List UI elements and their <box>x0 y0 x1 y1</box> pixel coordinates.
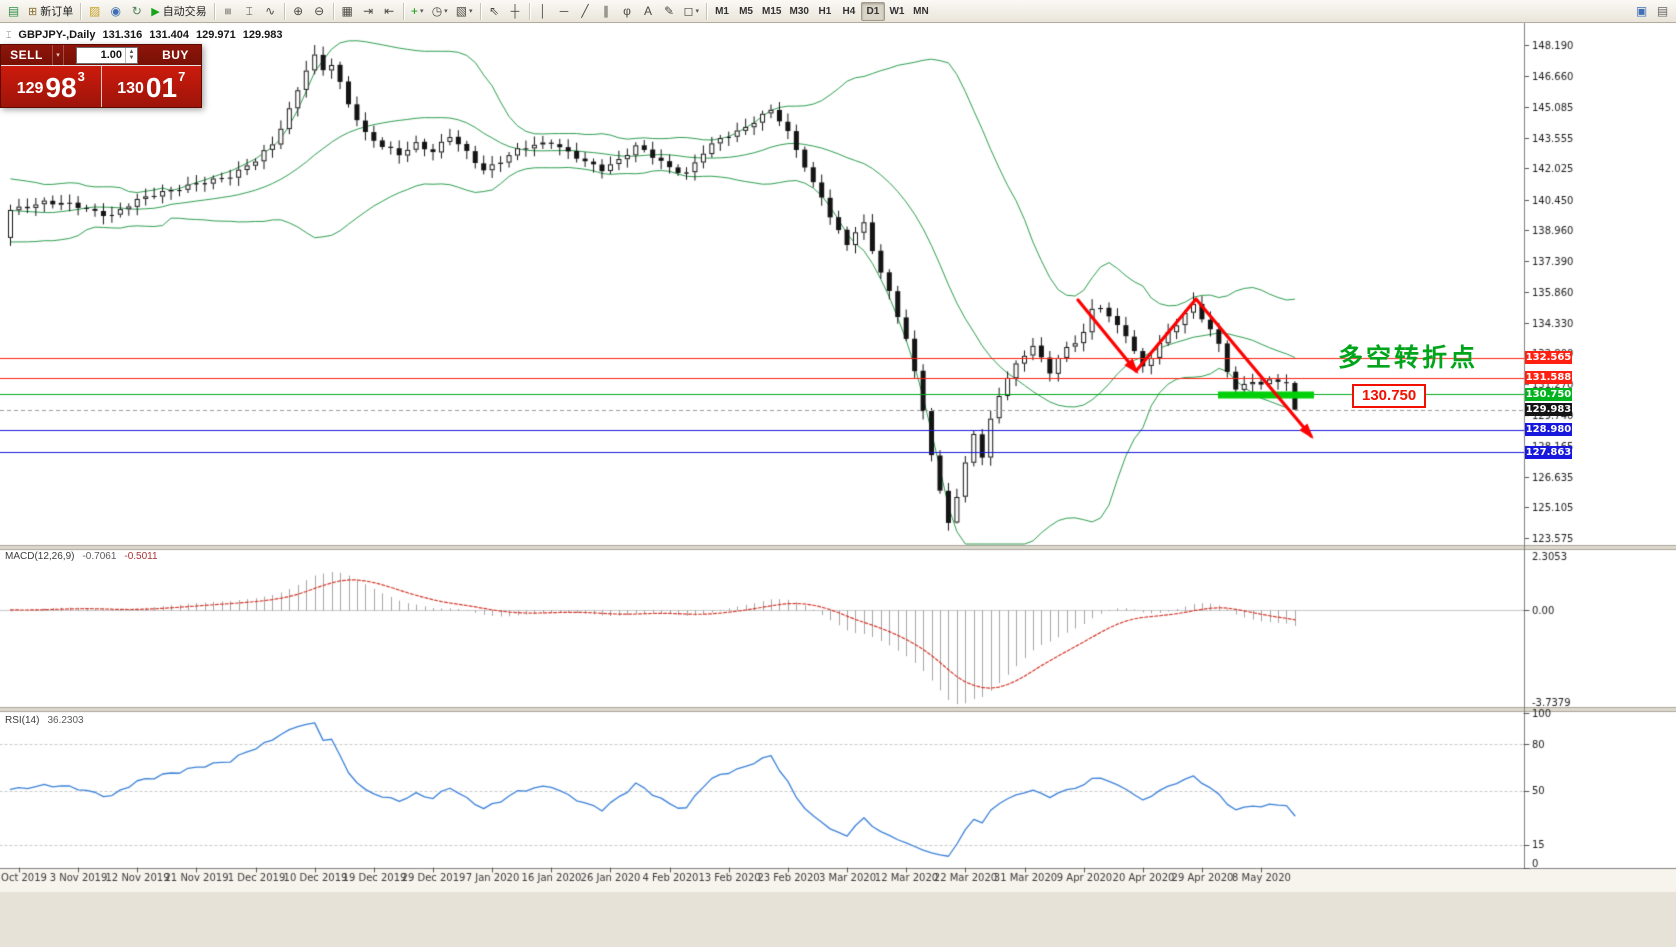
tile-windows-icon[interactable]: ▦ <box>341 4 353 18</box>
auto-trading-icon: ▶ <box>151 5 160 18</box>
toolbar-separator <box>213 2 215 20</box>
zoom-in-icon[interactable]: ⊕ <box>293 4 304 18</box>
bid-price-point: 3 <box>77 69 85 84</box>
symbol-info: ⌶ GBPJPY-,Daily 131.316 131.404 129.971 … <box>6 29 283 41</box>
symbol-name: GBPJPY-,Daily <box>18 29 96 41</box>
crosshair-icon[interactable]: ┼ <box>510 4 520 18</box>
lot-spin-up-icon[interactable]: ▲ <box>128 49 135 55</box>
toolbar-separator <box>332 2 334 20</box>
symbol-chart-icon: ⌶ <box>6 29 12 40</box>
buy-button[interactable]: BUY <box>162 48 189 62</box>
templates-icon[interactable]: ▧ ▾ <box>455 4 473 18</box>
trade-panel-prices: 129 98 3 130 01 7 <box>1 66 201 107</box>
arrows-tool-icon[interactable]: ✎ <box>664 4 675 18</box>
toolbar-separator <box>402 2 404 20</box>
ask-price-integer: 130 <box>117 80 144 97</box>
horizontal-line-icon[interactable]: ─ <box>559 4 569 18</box>
new-order-button[interactable]: ⊞ 新订单 <box>24 2 77 21</box>
buy-price-button[interactable]: 130 01 7 <box>100 66 202 107</box>
toolbar-separator <box>80 2 82 20</box>
arrange-windows-icon[interactable]: ▣ <box>1635 4 1648 18</box>
macd-signal-value: -0.5011 <box>124 551 158 562</box>
price-axis-label: 128.980 <box>1525 423 1572 437</box>
timeframe-button-M30[interactable]: M30 <box>789 5 809 17</box>
toolbar-separator <box>479 2 481 20</box>
periods-icon[interactable]: ◷ ▾ <box>431 4 448 18</box>
dropdown-caret-icon: ▾ <box>469 8 473 15</box>
toolbar-separator <box>283 2 285 20</box>
ohlc-open: 131.316 <box>102 29 143 41</box>
chart-list-icon[interactable]: ▤ <box>1656 4 1669 18</box>
candlestick-chart-icon[interactable]: ⌶ <box>245 3 253 18</box>
rsi-indicator-label: RSI(14) 36.2303 <box>5 715 84 726</box>
macd-title: MACD(12,26,9) <box>5 551 75 562</box>
timeframe-button-MN[interactable]: MN <box>913 5 929 17</box>
macd-indicator-label: MACD(12,26,9) -0.7061 -0.5011 <box>5 551 158 562</box>
dropdown-caret-icon: ▾ <box>695 8 700 15</box>
bid-price-integer: 129 <box>16 80 44 97</box>
lot-spin-down-icon[interactable]: ▼ <box>128 55 135 61</box>
lot-size-input[interactable]: 1.00 ▲ ▼ <box>76 46 138 64</box>
auto-trading-button[interactable]: ▶ 自动交易 <box>147 2 210 21</box>
new-order-label: 新订单 <box>40 6 74 18</box>
text-label-icon[interactable]: A <box>644 4 653 18</box>
support-level-label: 130.750 <box>1352 384 1427 408</box>
timeframe-button-M1[interactable]: M1 <box>715 5 729 17</box>
fibonacci-icon[interactable]: φ <box>623 4 631 18</box>
rsi-title: RSI(14) <box>5 715 40 726</box>
bid-price-pips: 98 <box>45 72 77 103</box>
timeframe-button-D1[interactable]: D1 <box>860 1 885 21</box>
shapes-icon[interactable]: ◻ ▾ <box>683 4 700 18</box>
equidistant-channel-icon[interactable]: ∥ <box>603 4 610 18</box>
sell-price-button[interactable]: 129 98 3 <box>1 66 101 107</box>
ohlc-close: 129.983 <box>242 29 283 41</box>
dropdown-caret-icon: ▾ <box>419 8 424 15</box>
refresh-icon[interactable]: ↻ <box>131 4 142 18</box>
ohlc-high: 131.404 <box>149 29 189 41</box>
price-axis-label: 131.588 <box>1525 371 1572 384</box>
lot-size-value[interactable]: 1.00 <box>100 48 122 61</box>
price-axis-label: 132.565 <box>1525 351 1572 365</box>
main-toolbar: ▤ ⊞ 新订单 ▨ ◉ ↻ ▶ 自动交易 ≡ ⌶ ∿ ⊕ ⊖ ▦ ⇥ ⇤ + ▾ ◷ ▾ ▧ ▾ ⇖ ┼ │ ─ ╱ ∥ φ A ✎ ◻ ▾ M1… <box>0 0 1676 23</box>
one-click-trading-panel: SELL ▾ 1.00 ▲ ▼ BUY 129 98 3 130 <box>0 44 202 108</box>
timeframe-button-M5[interactable]: M5 <box>739 5 753 17</box>
timeframe-button-W1[interactable]: W1 <box>889 5 905 17</box>
auto-trading-label: 自动交易 <box>162 6 207 18</box>
vertical-line-icon[interactable]: │ <box>539 4 547 18</box>
timeframe-button-H4[interactable]: H4 <box>842 5 856 17</box>
trendline-icon[interactable]: ╱ <box>581 4 589 18</box>
trade-panel-top-row: SELL ▾ 1.00 ▲ ▼ BUY <box>1 45 201 66</box>
profiles-icon[interactable]: ▨ <box>89 4 101 18</box>
ask-price-pips: 01 <box>145 72 178 103</box>
toolbar-separator <box>528 2 530 20</box>
lot-spinner[interactable]: ▲ ▼ <box>125 47 137 63</box>
indicators-icon[interactable]: + ▾ <box>410 4 424 18</box>
ask-price-point: 7 <box>178 69 186 84</box>
bar-chart-icon[interactable]: ≡ <box>221 7 236 15</box>
new-chart-icon[interactable]: ▤ <box>7 4 20 18</box>
dropdown-caret-icon: ▾ <box>444 8 448 15</box>
zoom-out-icon[interactable]: ⊖ <box>314 4 325 18</box>
ohlc-low: 129.971 <box>195 29 236 41</box>
new-order-icon: ⊞ <box>28 5 38 18</box>
chart-shift-icon[interactable]: ⇤ <box>384 4 395 18</box>
cursor-icon[interactable]: ⇖ <box>489 4 500 18</box>
sell-button[interactable]: SELL <box>10 48 43 62</box>
market-watch-icon[interactable]: ◉ <box>110 4 121 18</box>
price-axis-label: 129.983 <box>1525 403 1572 417</box>
price-axis-label: 127.863 <box>1525 445 1572 459</box>
toolbar-separator <box>706 2 708 20</box>
auto-scroll-icon[interactable]: ⇥ <box>363 4 374 18</box>
line-chart-icon[interactable]: ∿ <box>265 4 276 18</box>
turning-point-annotation: 多空转折点 <box>1338 344 1479 372</box>
timeframe-button-H1[interactable]: H1 <box>818 5 832 17</box>
timeframe-button-M15[interactable]: M15 <box>762 5 782 17</box>
macd-value: -0.7061 <box>82 551 117 562</box>
sell-dropdown-caret-icon[interactable]: ▾ <box>52 45 64 65</box>
lot-size-field: 1.00 ▲ ▼ <box>64 45 150 65</box>
rsi-value: 36.2303 <box>47 715 84 726</box>
price-axis-label: 130.750 <box>1525 387 1572 401</box>
